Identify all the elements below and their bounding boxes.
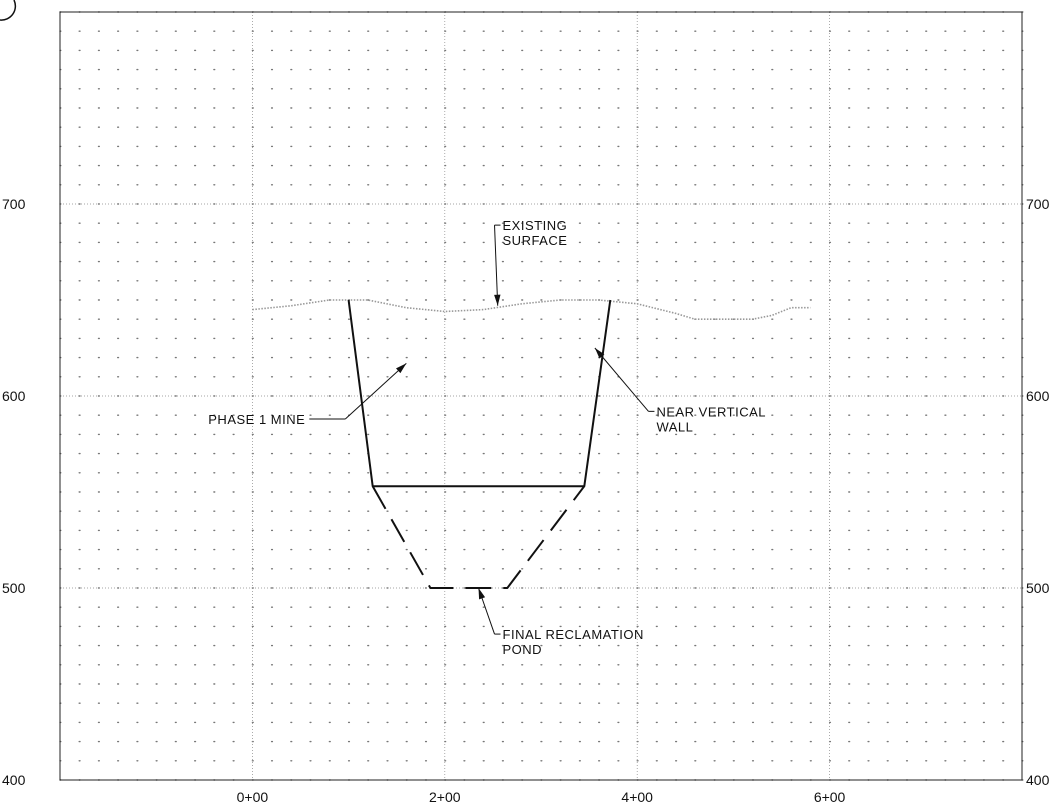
annotation-arrowhead bbox=[478, 588, 486, 600]
y-tick-label-left: 400 bbox=[2, 772, 26, 788]
annotation-text: WALL bbox=[656, 419, 693, 434]
y-tick-label-right: 700 bbox=[1026, 196, 1050, 212]
annotation-text: SURFACE bbox=[503, 233, 568, 248]
annotation-text: POND bbox=[503, 642, 543, 657]
annotation-text: NEAR VERTICAL bbox=[656, 404, 766, 419]
existing-surface-line bbox=[252, 299, 811, 321]
y-tick-label-left: 700 bbox=[2, 196, 26, 212]
x-tick-label: 2+00 bbox=[429, 789, 461, 805]
y-tick-label-right: 400 bbox=[1026, 772, 1050, 788]
y-tick-label-right: 500 bbox=[1026, 580, 1050, 596]
plot-frame bbox=[59, 11, 1023, 781]
annotation-text: PHASE 1 MINE bbox=[208, 412, 305, 427]
annotation-text: EXISTING bbox=[503, 218, 568, 233]
annotation-arrowhead bbox=[396, 363, 407, 374]
y-tick-label-left: 500 bbox=[2, 580, 26, 596]
annotation-text: FINAL RECLAMATION bbox=[503, 627, 644, 642]
annotation-arrowhead bbox=[494, 294, 501, 306]
y-tick-label-right: 600 bbox=[1026, 388, 1050, 404]
annotation-leader bbox=[594, 347, 649, 412]
x-tick-label: 4+00 bbox=[621, 789, 653, 805]
reclamation-pond-outline bbox=[371, 485, 586, 589]
x-tick-label: 6+00 bbox=[814, 789, 846, 805]
mine-pit-outline bbox=[347, 299, 612, 488]
phase-1-mine-label: PHASE 1 MINE bbox=[208, 362, 407, 427]
x-tick-label: 0+00 bbox=[237, 789, 269, 805]
profile-lines bbox=[252, 299, 811, 589]
grid-lines bbox=[60, 12, 1022, 780]
annotation-arrowhead bbox=[594, 348, 605, 359]
y-tick-label-left: 600 bbox=[2, 388, 26, 404]
annotation-leader bbox=[494, 225, 499, 306]
annotation-leader bbox=[344, 362, 407, 420]
corner-circle-mark bbox=[0, 0, 17, 21]
tick-labels: 0+00 2+00 4+00 6+00 400 400 500 500 600 600 700 700 bbox=[2, 196, 1050, 805]
